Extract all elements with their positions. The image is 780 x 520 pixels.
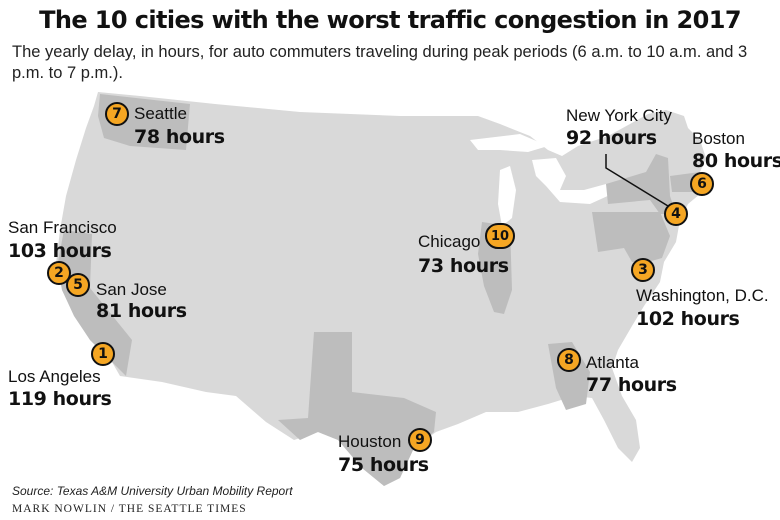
rank-marker-houston: 9: [408, 428, 432, 452]
credit-line: MARK NOWLIN / THE SEATTLE TIMES: [12, 503, 247, 515]
city-name-san-jose: San Jose: [96, 280, 167, 299]
city-hours-boston: 80 hours: [692, 150, 780, 172]
city-hours-san-jose: 81 hours: [96, 300, 187, 322]
city-hours-washington-dc: 102 hours: [636, 308, 740, 330]
city-hours-houston: 75 hours: [338, 454, 429, 476]
city-name-washington-dc: Washington, D.C.: [636, 286, 769, 305]
mid-atlantic-states: [592, 212, 670, 262]
rank-marker-los-angeles: 1: [91, 342, 115, 366]
city-name-atlanta: Atlanta: [586, 353, 639, 372]
source-note: Source: Texas A&M University Urban Mobil…: [12, 484, 293, 498]
city-hours-new-york-city: 92 hours: [566, 127, 657, 149]
rank-marker-boston: 6: [690, 172, 714, 196]
city-name-boston: Boston: [692, 129, 745, 148]
rank-marker-atlanta: 8: [557, 348, 581, 372]
city-hours-san-francisco: 103 hours: [8, 240, 112, 262]
nyc-leader-line: [605, 154, 669, 207]
city-name-seattle: Seattle: [134, 104, 187, 123]
rank-marker-san-jose: 5: [66, 273, 90, 297]
texas-state: [278, 332, 436, 486]
rank-marker-new-york-city: 4: [664, 202, 688, 226]
lake-superior: [470, 134, 548, 152]
page-title: The 10 cities with the worst traffic con…: [39, 6, 741, 34]
rank-marker-washington-dc: 3: [631, 258, 655, 282]
rank-marker-chicago: 10: [485, 223, 515, 249]
city-hours-atlanta: 77 hours: [586, 374, 677, 396]
city-name-chicago: Chicago: [418, 232, 481, 251]
lake-michigan: [498, 166, 516, 226]
city-name-los-angeles: Los Angeles: [8, 367, 101, 386]
rank-marker-seattle: 7: [105, 102, 129, 126]
lake-huron-erie: [532, 158, 612, 204]
new-york-state: [606, 154, 676, 214]
page-subtitle: The yearly delay, in hours, for auto com…: [12, 43, 748, 82]
city-name-new-york-city: New York City: [566, 106, 672, 125]
city-name-san-francisco: San Francisco: [8, 218, 117, 237]
us-landmass: [56, 92, 708, 486]
city-name-houston: Houston: [338, 432, 402, 451]
city-hours-los-angeles: 119 hours: [8, 388, 112, 410]
california-state: [58, 230, 132, 376]
city-hours-seattle: 78 hours: [134, 126, 225, 148]
city-hours-chicago: 73 hours: [418, 255, 509, 277]
